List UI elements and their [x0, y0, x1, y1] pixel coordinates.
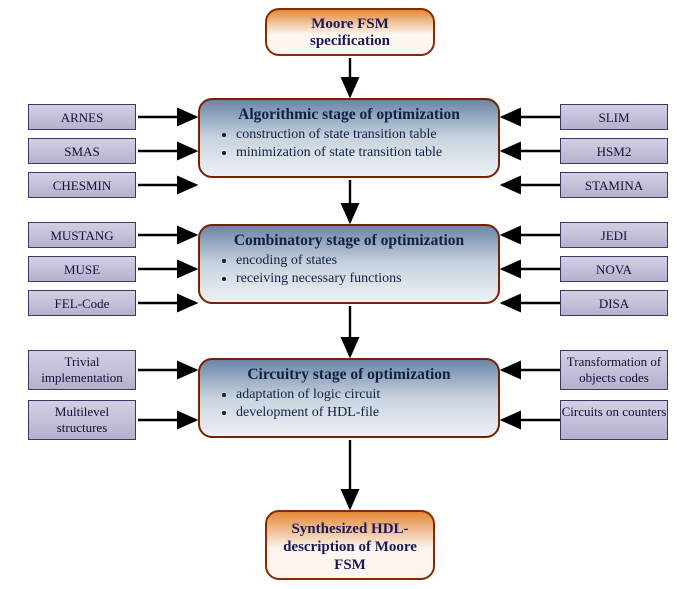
bullet: construction of state transition table: [236, 126, 484, 144]
stage-bullets: encoding of states receiving necessary f…: [214, 252, 484, 288]
side-box: HSM2: [560, 138, 668, 164]
bullet: minimization of state transition table: [236, 144, 484, 162]
spec-text: Moore FSM specification: [310, 16, 390, 49]
side-box: DISA: [560, 290, 668, 316]
side-box: MUSTANG: [28, 222, 136, 248]
result-box: Synthesized HDL-description of Moore FSM: [265, 510, 435, 580]
side-box: Transformation of objects codes: [560, 350, 668, 390]
side-box: Trivial implementation: [28, 350, 136, 390]
bullet: adaptation of logic circuit: [236, 386, 484, 404]
stage-bullets: construction of state transition table m…: [214, 126, 484, 162]
stage-title: Algorithmic stage of optimization: [214, 106, 484, 124]
side-box: STAMINA: [560, 172, 668, 198]
side-box: SLIM: [560, 104, 668, 130]
side-box: Circuits on counters: [560, 400, 668, 440]
bullet: development of HDL-file: [236, 404, 484, 422]
side-box: ARNES: [28, 104, 136, 130]
side-box: CHESMIN: [28, 172, 136, 198]
stage-algorithmic: Algorithmic stage of optimization constr…: [198, 98, 500, 178]
side-box: NOVA: [560, 256, 668, 282]
stage-bullets: adaptation of logic circuit development …: [214, 386, 484, 422]
side-box: SMAS: [28, 138, 136, 164]
stage-title: Circuitry stage of optimization: [214, 366, 484, 384]
side-box: Multilevel structures: [28, 400, 136, 440]
bullet: encoding of states: [236, 252, 484, 270]
stage-circuitry: Circuitry stage of optimization adaptati…: [198, 358, 500, 438]
side-box: JEDI: [560, 222, 668, 248]
side-box: MUSE: [28, 256, 136, 282]
stage-title: Combinatory stage of optimization: [214, 232, 484, 250]
side-box: FEL-Code: [28, 290, 136, 316]
stage-combinatory: Combinatory stage of optimization encodi…: [198, 224, 500, 304]
bullet: receiving necessary functions: [236, 270, 484, 288]
spec-box: Moore FSM specification: [265, 8, 435, 56]
result-text: Synthesized HDL-description of Moore FSM: [283, 521, 417, 573]
